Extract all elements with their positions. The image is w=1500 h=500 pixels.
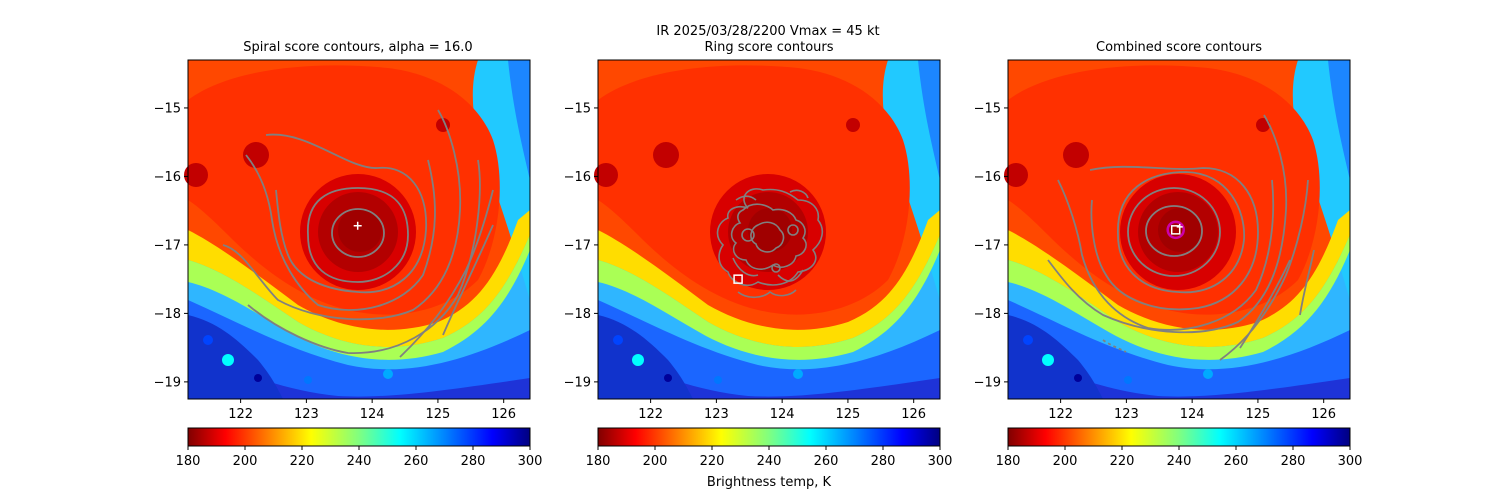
center-circle-marker bbox=[1166, 220, 1185, 240]
y-tick-label: −17 bbox=[154, 238, 181, 253]
y-tick-label: −16 bbox=[974, 170, 1001, 185]
x-tick-label: 124 bbox=[770, 407, 795, 422]
heatmap-combined bbox=[1004, 60, 1350, 399]
panel-combined: Combined score contours 122 123 124 125 126 −… bbox=[974, 40, 1351, 422]
x-tick-label: 124 bbox=[360, 407, 385, 422]
panel-spiral: Spiral score contours, alpha = 16.0 122 1… bbox=[154, 40, 531, 422]
colorbar-tick-label: 280 bbox=[461, 454, 486, 469]
colorbar-tick-label: 200 bbox=[1053, 454, 1078, 469]
center-plus-marker bbox=[353, 221, 362, 230]
x-tick-label: 126 bbox=[1311, 407, 1336, 422]
y-tick-label: −19 bbox=[564, 375, 591, 390]
x-tick-label: 125 bbox=[836, 407, 861, 422]
axes-frame-ring bbox=[597, 59, 941, 400]
x-tick-label: 124 bbox=[1180, 407, 1205, 422]
y-tick-label: −18 bbox=[974, 307, 1001, 322]
colorbar-tick-label: 300 bbox=[1338, 454, 1363, 469]
colorbar-tick-label: 180 bbox=[996, 454, 1021, 469]
y-tick-label: −15 bbox=[974, 101, 1001, 116]
x-tick-label: 123 bbox=[1114, 407, 1139, 422]
colorbar-tick-label: 240 bbox=[757, 454, 782, 469]
axes-frame-spiral bbox=[187, 59, 531, 400]
colorbar-tick-label: 240 bbox=[347, 454, 372, 469]
colorbar-tick-label: 220 bbox=[700, 454, 725, 469]
colorbar-tick-label: 240 bbox=[1167, 454, 1192, 469]
colorbar-tick-label: 260 bbox=[814, 454, 839, 469]
panel-title-spiral: Spiral score contours, alpha = 16.0 bbox=[243, 40, 472, 55]
x-tick-label: 126 bbox=[491, 407, 516, 422]
y-tick-label: −17 bbox=[974, 238, 1001, 253]
colorbar-tick-label: 300 bbox=[928, 454, 953, 469]
colorbar-tick-label: 300 bbox=[518, 454, 543, 469]
figure-suptitle: IR 2025/03/28/2200 Vmax = 45 kt bbox=[656, 24, 879, 39]
x-tick-label: 123 bbox=[704, 407, 729, 422]
colorbar-tick-label: 260 bbox=[1224, 454, 1249, 469]
colorbar-label: Brightness temp, K bbox=[707, 475, 832, 490]
center-plus-marker bbox=[1176, 223, 1183, 230]
x-tick-label: 123 bbox=[294, 407, 319, 422]
y-tick-label: −19 bbox=[974, 375, 1001, 390]
axes-frame-combined bbox=[1007, 59, 1351, 400]
y-tick-label: −15 bbox=[154, 101, 181, 116]
y-tick-label: −19 bbox=[154, 375, 181, 390]
heatmap-ring bbox=[594, 60, 940, 399]
colorbar-tick-label: 200 bbox=[233, 454, 258, 469]
panel-ring: Ring score contours 122 123 124 125 126 −15 −1… bbox=[564, 40, 941, 422]
colorbar-ring: 180 200 220 240 260 280 300 bbox=[586, 427, 953, 469]
panel-title-combined: Combined score contours bbox=[1096, 40, 1262, 55]
colorbar-tick-label: 260 bbox=[404, 454, 429, 469]
x-tick-label: 125 bbox=[426, 407, 451, 422]
y-tick-label: −16 bbox=[564, 170, 591, 185]
colorbar-tick-label: 280 bbox=[1281, 454, 1306, 469]
center-square-marker bbox=[733, 274, 743, 284]
x-tick-label: 122 bbox=[1048, 407, 1073, 422]
x-tick-label: 122 bbox=[638, 407, 663, 422]
colorbar-tick-label: 180 bbox=[586, 454, 611, 469]
x-tick-label: 126 bbox=[901, 407, 926, 422]
y-tick-label: −15 bbox=[564, 101, 591, 116]
colorbar-tick-label: 180 bbox=[176, 454, 201, 469]
colorbar-tick-label: 220 bbox=[290, 454, 315, 469]
x-tick-label: 125 bbox=[1246, 407, 1271, 422]
y-tick-label: −18 bbox=[154, 307, 181, 322]
colorbar-tick-label: 220 bbox=[1110, 454, 1135, 469]
colorbar-tick-label: 280 bbox=[871, 454, 896, 469]
x-tick-label: 122 bbox=[228, 407, 253, 422]
panel-title-ring: Ring score contours bbox=[704, 40, 833, 55]
colorbar-spiral: 180 200 220 240 260 280 300 bbox=[176, 427, 543, 469]
y-tick-label: −16 bbox=[154, 170, 181, 185]
y-tick-label: −17 bbox=[564, 238, 591, 253]
colorbar-tick-label: 200 bbox=[643, 454, 668, 469]
colorbar-combined: 180 200 220 240 260 280 300 bbox=[996, 427, 1363, 469]
y-tick-label: −18 bbox=[564, 307, 591, 322]
